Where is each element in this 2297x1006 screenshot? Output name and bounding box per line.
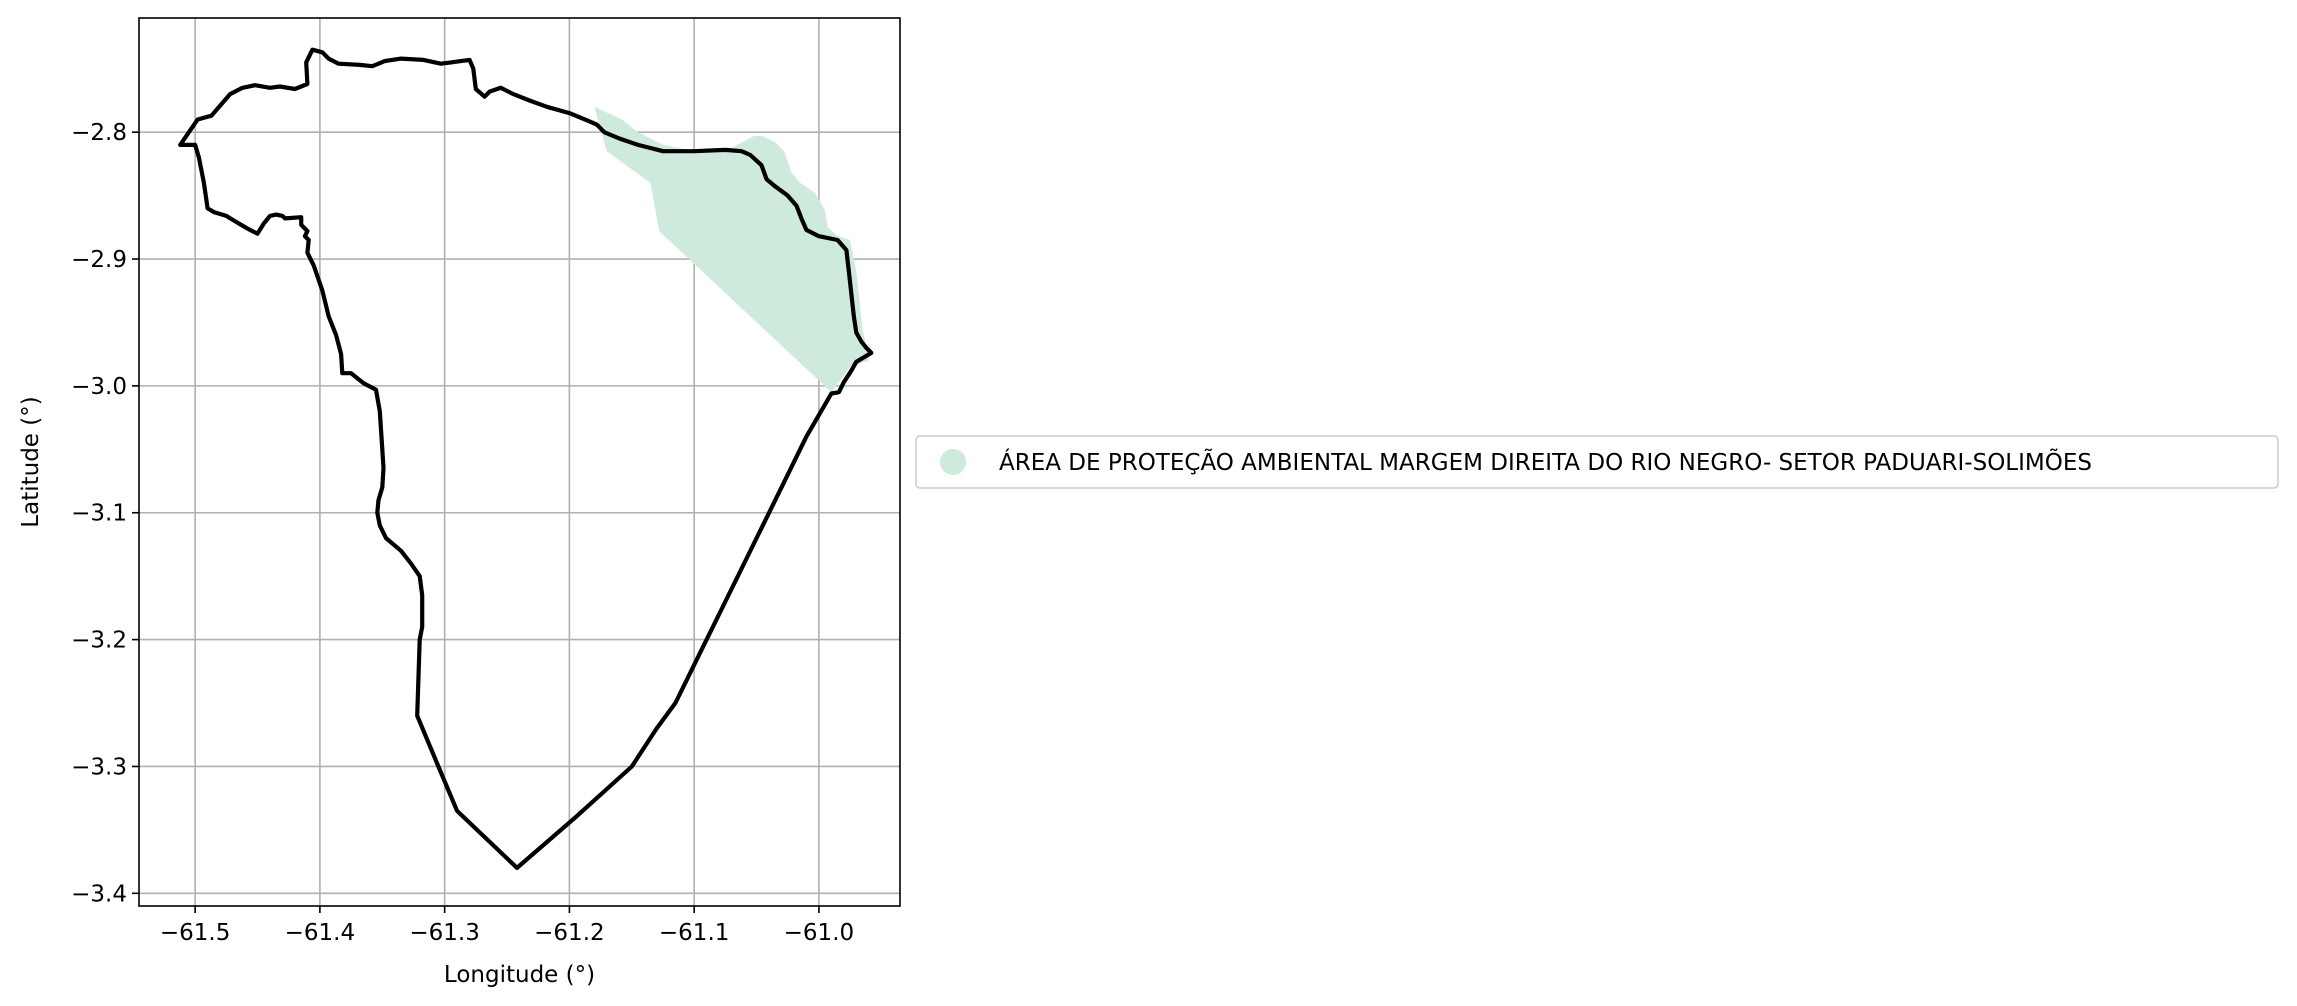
- y-axis-ticks: −2.8 −2.9 −3.0 −3.1 −3.2 −3.3 −3.4: [71, 120, 139, 907]
- protected-area-layer: [594, 106, 869, 393]
- y-tick-label: −3.0: [71, 374, 127, 400]
- protected-area-polygon: [594, 106, 869, 393]
- x-tick-label: −61.4: [285, 920, 355, 946]
- x-tick-label: −61.5: [160, 920, 230, 946]
- y-axis-label: Latitude (°): [18, 396, 44, 527]
- legend-box: [915, 435, 2279, 489]
- grid-lines: [139, 18, 900, 906]
- y-tick-label: −3.3: [71, 754, 127, 780]
- legend: ÁREA DE PROTEÇÃO AMBIENTAL MARGEM DIREIT…: [915, 435, 2279, 489]
- x-tick-label: −61.3: [409, 920, 479, 946]
- x-axis-ticks: −61.5 −61.4 −61.3 −61.2 −61.1 −61.0: [160, 906, 854, 946]
- legend-marker: [940, 449, 966, 475]
- x-tick-label: −61.0: [784, 920, 854, 946]
- y-tick-label: −3.4: [71, 881, 127, 907]
- x-tick-label: −61.1: [659, 920, 729, 946]
- y-tick-label: −3.2: [71, 628, 127, 654]
- legend-label: ÁREA DE PROTEÇÃO AMBIENTAL MARGEM DIREIT…: [999, 447, 2092, 476]
- y-tick-label: −3.1: [71, 501, 127, 527]
- x-tick-label: −61.2: [534, 920, 604, 946]
- boundary-layer: [178, 47, 874, 871]
- x-axis-label: Longitude (°): [444, 962, 595, 988]
- y-tick-label: −2.8: [71, 120, 127, 146]
- boundary-outline: [178, 47, 874, 871]
- axes-frame: [138, 17, 901, 907]
- y-tick-label: −2.9: [71, 247, 127, 273]
